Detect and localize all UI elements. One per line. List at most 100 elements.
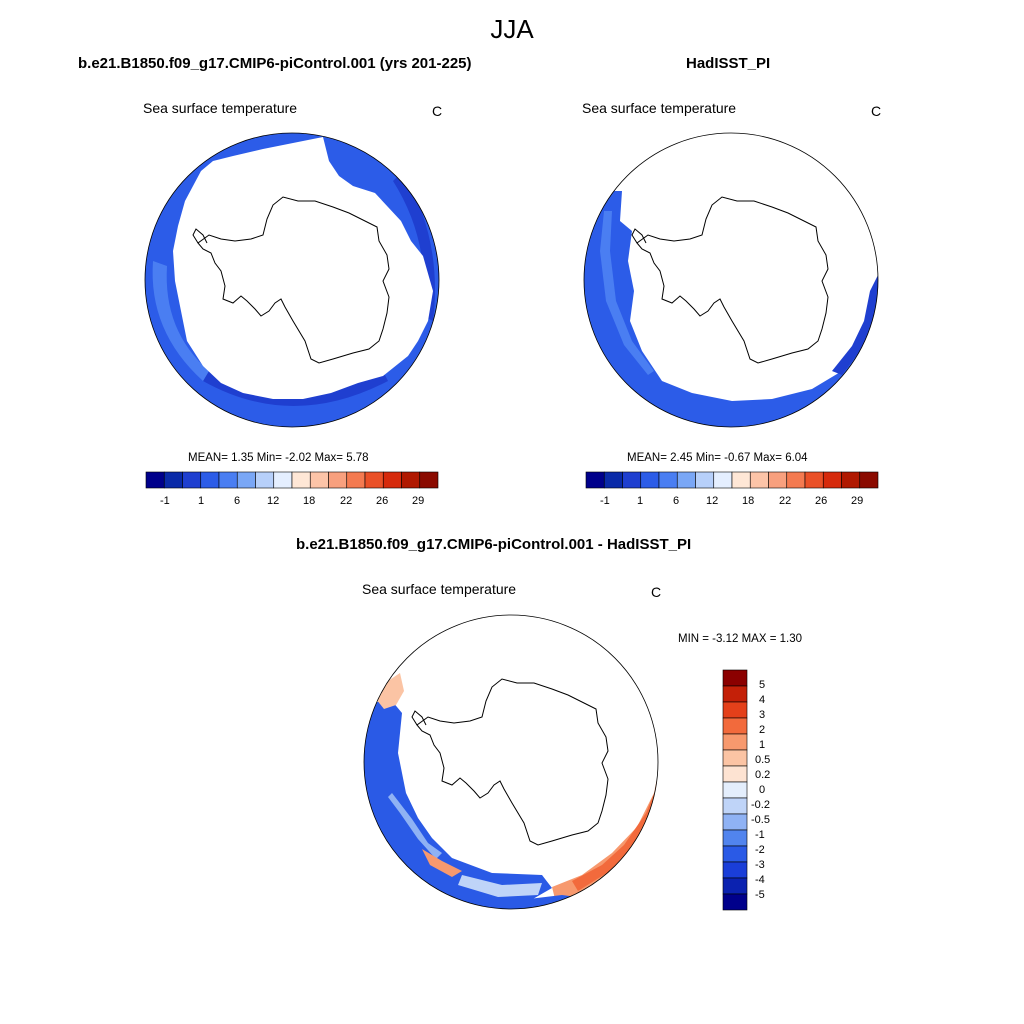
colorbar-1-tick: 6 <box>234 495 241 507</box>
colorbar-swatch <box>768 471 788 489</box>
colorbar-swatch <box>640 471 660 489</box>
colorbar-swatch <box>182 471 202 489</box>
colorbar-3-tick: 4 <box>759 694 766 706</box>
colorbar-1-tick: -1 <box>160 495 170 507</box>
colorbar-swatch <box>328 471 348 489</box>
colorbar-1-tick: 1 <box>198 495 205 507</box>
colorbar-swatch <box>722 749 748 767</box>
colorbar-1-tick: 26 <box>376 495 389 507</box>
panel-1-ocean-band-dark <box>203 371 388 406</box>
colorbar-3-tick: 5 <box>759 679 766 691</box>
colorbar-2-tick: -1 <box>600 495 610 507</box>
colorbar-swatch <box>273 471 293 489</box>
colorbar-2-tick: 22 <box>779 495 792 507</box>
panel-1-unit-label: C <box>432 103 443 119</box>
colorbar-swatch <box>722 669 748 687</box>
colorbar-swatch <box>722 829 748 847</box>
colorbar-3-tick: -1 <box>755 829 765 841</box>
colorbar-1-tick: 12 <box>267 495 280 507</box>
colorbar-swatch <box>722 733 748 751</box>
colorbar-swatch <box>786 471 806 489</box>
colorbar-swatch <box>622 471 642 489</box>
colorbar-swatch <box>695 471 715 489</box>
panel-3-variable-label: Sea surface temperature <box>362 581 517 597</box>
colorbar-swatch <box>804 471 824 489</box>
colorbar-swatch <box>859 471 879 489</box>
panel-3-diff-west-light <box>388 793 442 859</box>
colorbar-3-tick: -5 <box>755 889 765 901</box>
panel-3-unit-label: C <box>651 584 662 600</box>
colorbar-2-tick: 29 <box>851 495 864 507</box>
colorbar-swatch <box>309 471 329 489</box>
colorbar-swatch <box>722 893 748 911</box>
panel-1-title: b.e21.B1850.f09_g17.CMIP6-piControl.001 … <box>78 55 472 72</box>
panel-3-antarctica-coastline <box>416 678 609 846</box>
colorbar-swatch <box>722 701 748 719</box>
panel-3-title: b.e21.B1850.f09_g17.CMIP6-piControl.001 … <box>296 536 692 553</box>
colorbar-swatch <box>603 471 623 489</box>
panel-2-title: HadISST_PI <box>686 55 771 72</box>
colorbar-3-tick: -3 <box>755 859 765 871</box>
panel-3-stats: MIN = -3.12 MAX = 1.30 <box>678 633 803 645</box>
panel-1-colorbar <box>145 471 439 489</box>
colorbar-3-tick: -2 <box>755 844 765 856</box>
colorbar-3-tick: 0.5 <box>755 754 771 766</box>
colorbar-2-tick: 1 <box>637 495 644 507</box>
colorbar-swatch <box>200 471 220 489</box>
colorbar-swatch <box>291 471 311 489</box>
colorbar-swatch <box>346 471 366 489</box>
colorbar-swatch <box>722 861 748 879</box>
colorbar-swatch <box>722 845 748 863</box>
colorbar-3-tick: 3 <box>759 709 766 721</box>
figure-title: JJA <box>490 14 534 44</box>
colorbar-swatch <box>218 471 238 489</box>
colorbar-swatch <box>676 471 696 489</box>
colorbar-3-tick: 0.2 <box>755 769 771 781</box>
colorbar-swatch <box>749 471 769 489</box>
panel-1-polar-map <box>144 132 440 428</box>
colorbar-swatch <box>658 471 678 489</box>
colorbar-swatch <box>722 765 748 783</box>
panel-3-colorbar <box>722 669 748 911</box>
colorbar-3-tick: 1 <box>759 739 766 751</box>
colorbar-3-tick: -0.2 <box>751 799 770 811</box>
colorbar-swatch <box>364 471 384 489</box>
colorbar-swatch <box>236 471 256 489</box>
panel-2-stats: MEAN= 2.45 Min= -0.67 Max= 6.04 <box>627 452 808 464</box>
panel-2-ocean-west-inner <box>600 211 654 375</box>
colorbar-swatch <box>145 471 165 489</box>
colorbar-swatch <box>722 717 748 735</box>
panel-1-peninsula-coastline <box>192 228 208 244</box>
panel-2-peninsula-coastline <box>631 228 647 244</box>
panel-1-antarctica-coastline <box>197 196 390 364</box>
colorbar-swatch <box>585 471 605 489</box>
colorbar-swatch <box>722 813 748 831</box>
colorbar-1-tick: 29 <box>412 495 425 507</box>
colorbar-2-tick: 26 <box>815 495 828 507</box>
panel-3-diff-south-light <box>458 875 542 897</box>
panel-3-diff-nw-positive <box>376 673 404 709</box>
colorbar-2-tick: 6 <box>673 495 680 507</box>
colorbar-3-tick: 0 <box>759 784 766 796</box>
colorbar-swatch <box>722 877 748 895</box>
panel-3-diff-west-negative <box>364 701 552 909</box>
colorbar-swatch <box>163 471 183 489</box>
colorbar-swatch <box>722 781 748 799</box>
panel-2-colorbar <box>585 471 879 489</box>
colorbar-swatch <box>731 471 751 489</box>
colorbar-swatch <box>822 471 842 489</box>
colorbar-swatch <box>722 685 748 703</box>
panel-3-diff-se-strong <box>572 789 658 891</box>
panel-3-polar-map <box>363 614 659 910</box>
colorbar-swatch <box>401 471 421 489</box>
colorbar-swatch <box>841 471 861 489</box>
panel-3-peninsula-coastline <box>411 710 427 726</box>
panel-2-polar-map <box>583 132 879 428</box>
panel-1-sea-ice <box>173 137 433 399</box>
panel-3-diff-south-positive <box>422 849 462 877</box>
colorbar-swatch <box>255 471 275 489</box>
panel-2-ocean-east <box>832 271 878 375</box>
colorbar-1-tick: 22 <box>340 495 353 507</box>
colorbar-3-tick: 2 <box>759 724 766 736</box>
panel-2-antarctica-coastline <box>636 196 829 364</box>
